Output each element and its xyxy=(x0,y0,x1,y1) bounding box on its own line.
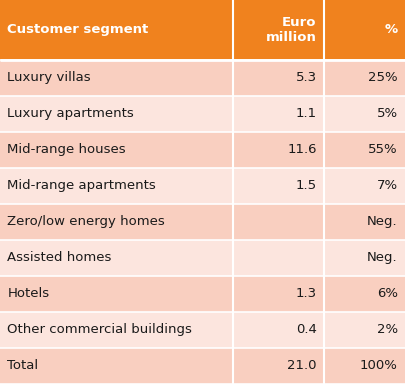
Text: 7%: 7% xyxy=(377,179,398,192)
Text: Neg.: Neg. xyxy=(367,215,398,228)
Text: 0.4: 0.4 xyxy=(296,323,317,336)
Bar xyxy=(0,132,233,168)
Bar xyxy=(324,60,405,96)
Bar xyxy=(324,312,405,348)
Text: 1.3: 1.3 xyxy=(296,287,317,300)
Bar xyxy=(233,204,324,240)
Bar xyxy=(324,276,405,312)
Text: Mid-range houses: Mid-range houses xyxy=(7,143,126,156)
Text: Neg.: Neg. xyxy=(367,251,398,264)
Text: %: % xyxy=(385,23,398,36)
Text: 25%: 25% xyxy=(368,71,398,84)
Text: Hotels: Hotels xyxy=(7,287,49,300)
Text: 5.3: 5.3 xyxy=(296,71,317,84)
Text: Assisted homes: Assisted homes xyxy=(7,251,112,264)
Bar xyxy=(0,312,233,348)
Bar xyxy=(0,204,233,240)
Text: 2%: 2% xyxy=(377,323,398,336)
Text: 11.6: 11.6 xyxy=(287,143,317,156)
Bar xyxy=(0,60,233,96)
Text: Euro
million: Euro million xyxy=(266,16,317,43)
Text: 55%: 55% xyxy=(368,143,398,156)
Text: Zero/low energy homes: Zero/low energy homes xyxy=(7,215,165,228)
Bar xyxy=(0,276,233,312)
Text: 100%: 100% xyxy=(360,359,398,372)
Bar xyxy=(233,0,324,60)
Bar xyxy=(324,168,405,204)
Bar xyxy=(233,240,324,276)
Bar xyxy=(324,96,405,132)
Text: 5%: 5% xyxy=(377,107,398,120)
Bar xyxy=(233,60,324,96)
Bar xyxy=(233,96,324,132)
Bar xyxy=(324,204,405,240)
Text: 1.5: 1.5 xyxy=(296,179,317,192)
Bar xyxy=(324,132,405,168)
Bar xyxy=(233,168,324,204)
Text: Luxury villas: Luxury villas xyxy=(7,71,91,84)
Bar xyxy=(233,312,324,348)
Bar xyxy=(233,348,324,384)
Text: Customer segment: Customer segment xyxy=(7,23,149,36)
Bar xyxy=(0,96,233,132)
Bar xyxy=(324,240,405,276)
Text: 6%: 6% xyxy=(377,287,398,300)
Text: 21.0: 21.0 xyxy=(287,359,317,372)
Text: 1.1: 1.1 xyxy=(296,107,317,120)
Text: Mid-range apartments: Mid-range apartments xyxy=(7,179,156,192)
Bar xyxy=(0,0,233,60)
Bar xyxy=(233,132,324,168)
Bar xyxy=(0,348,233,384)
Bar xyxy=(324,0,405,60)
Text: Total: Total xyxy=(7,359,38,372)
Text: Other commercial buildings: Other commercial buildings xyxy=(7,323,192,336)
Bar xyxy=(0,240,233,276)
Bar xyxy=(0,168,233,204)
Text: Luxury apartments: Luxury apartments xyxy=(7,107,134,120)
Bar xyxy=(324,348,405,384)
Bar xyxy=(233,276,324,312)
